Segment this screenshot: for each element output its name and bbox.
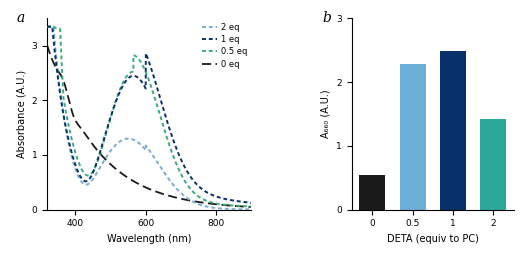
2 eq [143, 145, 149, 148]
Legend: 2 eq, 1 eq, 0.5 eq, 0 eq: 2 eq, 1 eq, 0.5 eq, 0 eq [202, 23, 247, 68]
2 eq [205, 205, 211, 208]
1 eq [242, 201, 248, 204]
Text: b: b [323, 11, 332, 25]
0 eq [54, 68, 61, 72]
0.5 eq [54, 27, 61, 30]
0.5 eq [138, 61, 144, 64]
Bar [399, 64, 425, 210]
0 eq [143, 186, 149, 189]
2 eq [138, 143, 144, 146]
Text: a: a [17, 11, 25, 25]
Y-axis label: A₆₆₀ (A.U.): A₆₆₀ (A.U.) [321, 90, 331, 138]
0.5 eq [242, 205, 248, 208]
0 eq [242, 205, 248, 208]
2 eq [44, 25, 50, 28]
Y-axis label: Absorbance (A.U.): Absorbance (A.U.) [16, 70, 26, 158]
0 eq [44, 44, 50, 47]
1 eq [138, 79, 144, 82]
2 eq [248, 208, 255, 211]
Bar [359, 174, 386, 210]
1 eq [242, 201, 248, 204]
Line: 2 eq: 2 eq [47, 26, 252, 209]
1 eq [44, 25, 50, 28]
1 eq [143, 53, 149, 56]
0.5 eq [248, 205, 255, 208]
0.5 eq [205, 200, 211, 203]
0 eq [205, 202, 211, 205]
Bar [440, 52, 466, 210]
0.5 eq [48, 25, 54, 28]
0 eq [242, 205, 248, 208]
X-axis label: Wavelength (nm): Wavelength (nm) [107, 234, 191, 244]
0.5 eq [44, 25, 50, 29]
2 eq [242, 208, 248, 211]
Line: 0.5 eq: 0.5 eq [47, 26, 252, 206]
0.5 eq [242, 205, 248, 208]
2 eq [242, 208, 248, 211]
2 eq [54, 68, 61, 72]
1 eq [54, 74, 61, 77]
0 eq [138, 184, 144, 187]
X-axis label: DETA (equiv to PC): DETA (equiv to PC) [387, 234, 478, 244]
1 eq [205, 191, 211, 194]
1 eq [248, 201, 255, 204]
0 eq [248, 205, 255, 209]
0.5 eq [144, 72, 150, 75]
Bar [480, 119, 506, 210]
Line: 0 eq: 0 eq [47, 45, 252, 207]
Line: 1 eq: 1 eq [47, 26, 252, 203]
